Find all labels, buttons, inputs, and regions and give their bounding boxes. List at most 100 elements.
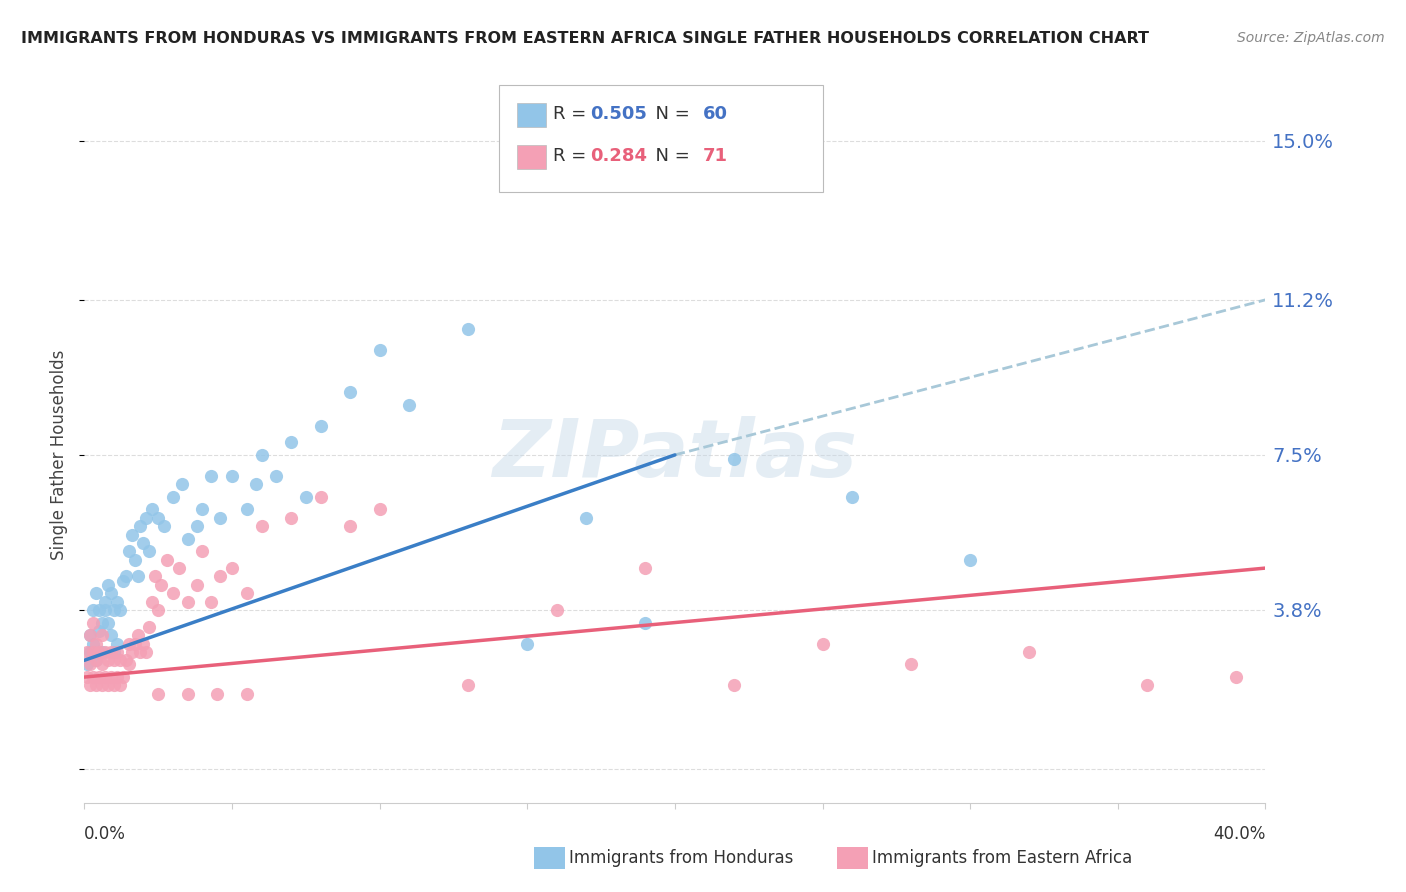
Point [236, 586, 259, 600]
Point [114, 569, 136, 583]
Point [280, 435, 302, 450]
Point [221, 561, 243, 575]
Point [200, 594, 222, 608]
Point [339, 519, 361, 533]
Point [141, 594, 163, 608]
Point [111, 670, 134, 684]
Point [138, 620, 160, 634]
Point [236, 502, 259, 516]
Text: R =: R = [553, 105, 592, 123]
Text: N =: N = [644, 105, 696, 123]
Point [723, 678, 745, 692]
Point [103, 653, 125, 667]
Point [105, 594, 128, 608]
Point [84, 678, 107, 692]
Point [84, 636, 107, 650]
Point [118, 544, 141, 558]
Point [295, 490, 318, 504]
Point [186, 578, 208, 592]
Point [108, 653, 131, 667]
Point [94, 603, 117, 617]
Point [108, 603, 131, 617]
Point [250, 519, 273, 533]
Point [143, 569, 166, 583]
Point [634, 561, 657, 575]
Point [91, 628, 114, 642]
Point [118, 636, 141, 650]
Point [162, 586, 184, 600]
Point [266, 468, 288, 483]
Point [124, 636, 146, 650]
Text: Source: ZipAtlas.com: Source: ZipAtlas.com [1237, 31, 1385, 45]
Point [841, 490, 863, 504]
Point [250, 448, 273, 462]
Point [79, 628, 101, 642]
Point [108, 678, 131, 692]
Point [129, 519, 152, 533]
Point [236, 687, 259, 701]
Point [153, 519, 176, 533]
Point [76, 657, 98, 672]
Point [309, 418, 332, 433]
Point [103, 678, 125, 692]
Point [148, 603, 170, 617]
Text: N =: N = [644, 147, 696, 165]
Point [91, 657, 114, 672]
Text: 40.0%: 40.0% [1213, 825, 1265, 843]
Text: R =: R = [553, 147, 592, 165]
Point [186, 519, 208, 533]
Point [82, 636, 104, 650]
Point [79, 645, 101, 659]
Point [141, 502, 163, 516]
Point [76, 670, 98, 684]
Point [100, 628, 122, 642]
Point [94, 594, 117, 608]
Point [97, 678, 120, 692]
Point [105, 636, 128, 650]
Point [129, 645, 152, 659]
Text: Immigrants from Eastern Africa: Immigrants from Eastern Africa [872, 849, 1132, 867]
Point [516, 636, 538, 650]
Point [127, 628, 149, 642]
Point [132, 636, 155, 650]
Text: 0.284: 0.284 [591, 147, 648, 165]
Point [634, 615, 657, 630]
Y-axis label: Single Father Households: Single Father Households [51, 350, 69, 560]
Point [87, 645, 111, 659]
Point [135, 510, 157, 524]
Point [167, 561, 190, 575]
Point [103, 645, 125, 659]
Point [138, 544, 160, 558]
Point [339, 385, 361, 400]
Text: IMMIGRANTS FROM HONDURAS VS IMMIGRANTS FROM EASTERN AFRICA SINGLE FATHER HOUSEHO: IMMIGRANTS FROM HONDURAS VS IMMIGRANTS F… [21, 31, 1149, 46]
Point [79, 628, 101, 642]
Point [177, 687, 200, 701]
Point [177, 594, 200, 608]
Point [191, 544, 214, 558]
Point [723, 452, 745, 467]
Point [118, 657, 141, 672]
Point [97, 653, 120, 667]
Point [100, 586, 122, 600]
Point [368, 502, 391, 516]
Text: Immigrants from Honduras: Immigrants from Honduras [569, 849, 794, 867]
Point [103, 603, 125, 617]
Point [84, 586, 107, 600]
Point [191, 502, 214, 516]
Point [121, 527, 143, 541]
Text: 71: 71 [703, 147, 728, 165]
Point [162, 490, 184, 504]
Point [309, 490, 332, 504]
Point [91, 615, 114, 630]
Point [156, 552, 179, 566]
Point [457, 678, 479, 692]
Point [82, 615, 104, 630]
Point [82, 603, 104, 617]
Point [148, 687, 170, 701]
Point [124, 552, 146, 566]
Point [280, 510, 302, 524]
Point [91, 678, 114, 692]
Point [94, 670, 117, 684]
Point [457, 322, 479, 336]
Point [245, 477, 267, 491]
